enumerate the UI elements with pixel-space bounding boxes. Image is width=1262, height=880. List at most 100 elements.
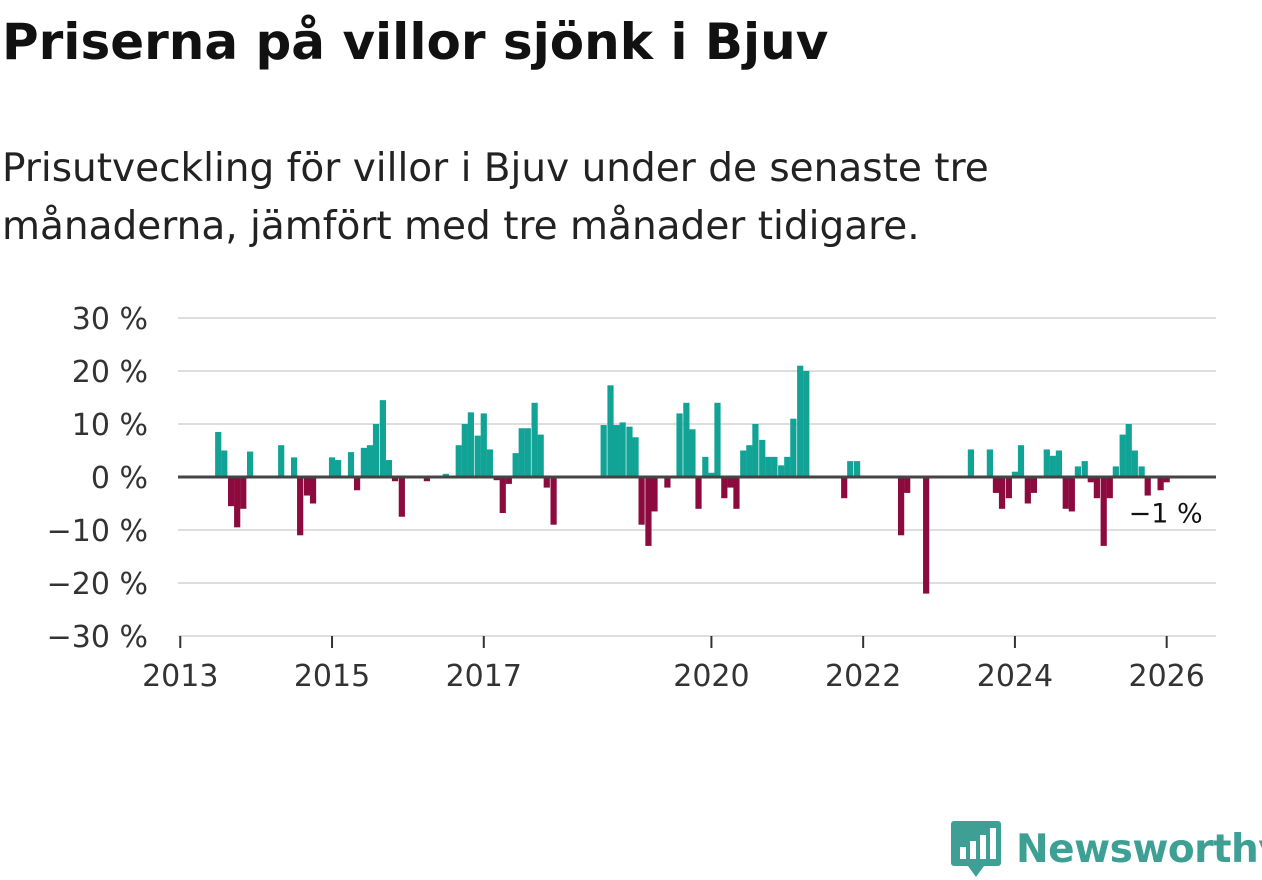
bar [904,477,910,493]
bar [1120,435,1126,477]
bar [923,477,929,594]
bar [1031,477,1037,493]
bar [847,461,853,477]
bar [778,465,784,477]
bar [297,477,303,535]
bar [993,477,999,493]
bar [999,477,1005,509]
annotations: −1 % [1129,498,1203,529]
bar [721,477,727,498]
bar [1056,451,1062,478]
bar [544,477,550,488]
chart-subtitle: Prisutveckling för villor i Bjuv under d… [2,140,1202,256]
bar [683,403,689,477]
bar [538,435,544,477]
bar [968,449,974,477]
bar [626,427,632,477]
bar [841,477,847,498]
bar [797,366,803,477]
bar [1006,477,1012,498]
bar [733,477,739,509]
chart-svg: 30 %20 %10 %0 %−10 %−20 %−30 % 2013 2015 2… [0,290,1262,710]
bar [1018,445,1024,477]
x-tick-label: 2022 [825,659,901,694]
bar [759,440,765,477]
bar [854,461,860,477]
bars [215,366,1170,594]
bar [620,422,626,477]
bar [632,437,638,477]
bar [740,451,746,478]
bar [803,371,809,477]
bar [475,436,481,477]
bar [380,400,386,477]
x-tick-label: 2026 [1129,659,1205,694]
bar [784,457,790,477]
bar [215,432,221,477]
brand: Newsworthy [950,818,1262,880]
bar [651,477,657,511]
bar [278,445,284,477]
x-tick-label: 2024 [977,659,1053,694]
bar [247,452,253,477]
bar [335,460,341,477]
bar [676,413,682,477]
bar [481,413,487,477]
bar [639,477,645,525]
bar [689,429,695,477]
bar [1082,461,1088,477]
bar [771,457,777,477]
bar [456,445,462,477]
bar [386,460,392,477]
x-tick-label: 2017 [446,659,522,694]
bar [1044,449,1050,477]
bar [228,477,234,506]
bar [500,477,506,513]
bar [1075,466,1081,477]
bar [1113,466,1119,477]
bar [1107,477,1113,498]
bar-chart-speech-bubble-icon [950,819,1002,879]
bar [790,419,796,477]
bar [304,477,310,496]
bar [1139,466,1145,477]
bar [613,425,619,477]
bar [519,428,525,477]
bar [607,385,613,477]
bar [240,477,246,509]
bar [645,477,651,546]
y-tick-label: 0 % [91,461,148,496]
y-tick-label: 10 % [72,408,148,443]
bar [601,425,607,477]
bar [367,445,373,477]
bar [468,412,474,477]
x-axis: 2013 2015 2017 2020 2022 2024 2026 [142,636,1216,694]
bar [354,477,360,490]
chart-title: Priserna på villor sjönk i Bjuv [2,10,828,74]
bar [348,452,354,477]
bar [664,477,670,488]
bar [1145,477,1151,496]
bar [898,477,904,535]
bar [765,457,771,477]
bar [487,449,493,477]
bar [752,424,758,477]
bar [329,457,335,477]
bar [1158,477,1164,490]
bar [1132,451,1138,478]
bar-chart: 30 % 20 % 10 % 0 % −10 % −20 % −30 % 2013 2015 2… [0,290,1262,710]
bar [221,451,227,478]
y-tick-label: 20 % [72,355,148,390]
bar [746,445,752,477]
y-tick-label: 30 % [72,302,148,337]
last-value-label: −1 % [1129,498,1203,529]
y-tick-label: −10 % [47,514,148,549]
bar [291,457,297,477]
bar [1063,477,1069,509]
bar [1050,456,1056,477]
x-tick-label: 2015 [294,659,370,694]
bar [462,424,468,477]
x-tick-label: 2020 [673,659,749,694]
bar [361,448,367,477]
y-axis-tick-labels: 30 % 20 % 10 % 0 % −10 % −20 % −30 % [47,302,148,655]
